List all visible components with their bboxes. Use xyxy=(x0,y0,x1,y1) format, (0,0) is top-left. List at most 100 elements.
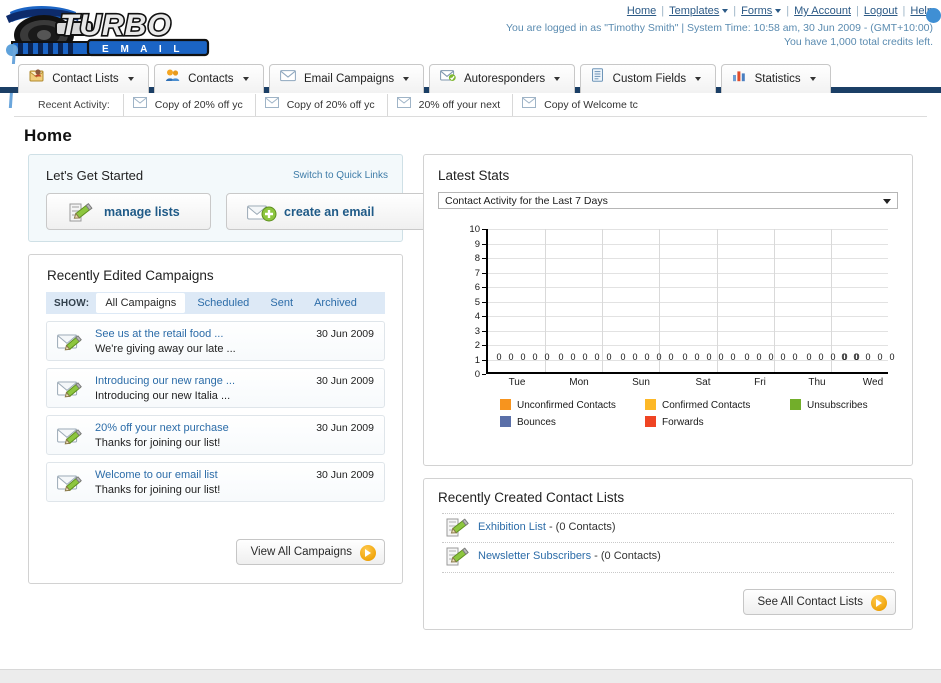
gridline-h xyxy=(488,258,888,259)
show-label: SHOW: xyxy=(54,298,90,309)
link-separator: | xyxy=(661,5,665,17)
campaign-title[interactable]: Introducing our new range ... xyxy=(95,375,236,387)
gridline-v xyxy=(659,229,661,372)
main-navigation: Contact Lists Contacts xyxy=(0,64,941,93)
y-tick-label: 0 xyxy=(474,369,480,380)
campaign-row[interactable]: See us at the retail food ... We're givi… xyxy=(46,321,385,361)
y-tick-mark xyxy=(482,258,486,259)
legend-swatch xyxy=(645,416,656,427)
gridline-h xyxy=(488,287,888,288)
stats-range-select[interactable]: Contact Activity for the Last 7 Days xyxy=(438,192,898,209)
envelope-icon xyxy=(279,65,296,93)
header-link-home[interactable]: Home xyxy=(626,5,657,17)
contact-list-row[interactable]: Exhibition List - (0 Contacts) xyxy=(442,513,894,543)
bar-value: 0 xyxy=(668,352,674,362)
recent-activity-item-label: 20% off your next xyxy=(418,98,501,111)
header-link-templates[interactable]: Templates xyxy=(669,5,720,17)
chevron-down-icon xyxy=(242,77,249,81)
y-tick-mark xyxy=(482,272,486,274)
header-link-logout[interactable]: Logout xyxy=(863,5,898,17)
campaign-row[interactable]: Welcome to our email list Thanks for joi… xyxy=(46,462,385,502)
y-tick-mark xyxy=(482,229,486,230)
header-link-forms[interactable]: Forms xyxy=(741,5,773,17)
switch-to-quick-links[interactable]: Switch to Quick Links xyxy=(292,170,388,181)
create-email-label: create an email xyxy=(284,205,375,219)
recent-activity-bar: Recent Activity: Copy of 20% off yc Copy… xyxy=(14,93,927,117)
nav-tab-email-campaigns[interactable]: Email Campaigns xyxy=(268,64,425,93)
manage-lists-label: manage lists xyxy=(104,205,180,219)
chevron-down-icon xyxy=(127,77,134,81)
y-tick-mark xyxy=(482,316,486,317)
x-tick-label: Sun xyxy=(632,377,650,388)
recent-activity-item[interactable]: Copy of 20% off yc xyxy=(122,93,252,117)
recent-activity-item-label: Copy of 20% off yc xyxy=(286,98,375,111)
chevron-down-icon xyxy=(695,77,702,81)
link-separator: | xyxy=(856,5,859,17)
y-tick-label: 5 xyxy=(474,296,480,308)
chevron-down-icon xyxy=(722,9,729,14)
filter-all-campaigns[interactable]: All Campaigns xyxy=(96,293,186,313)
nav-tab-custom-fields[interactable]: Custom Fields xyxy=(580,64,717,93)
legend-item-confirmed-contacts: Confirmed Contacts xyxy=(645,399,790,411)
nav-tab-statistics[interactable]: Statistics xyxy=(721,64,831,93)
recent-activity-item[interactable]: Copy of 20% off yc xyxy=(254,93,384,117)
create-email-button[interactable]: create an email xyxy=(226,193,427,230)
bar-value: 0 xyxy=(706,352,712,362)
manage-lists-button[interactable]: manage lists xyxy=(46,193,211,230)
campaign-title[interactable]: See us at the retail food ... xyxy=(95,328,224,340)
bar-value: 0 xyxy=(632,352,638,362)
email-edit-icon xyxy=(57,425,85,450)
legend-item-bounces: Bounces xyxy=(500,416,645,428)
help-dot-icon[interactable] xyxy=(926,8,941,23)
contact-list-link[interactable]: Newsletter Subscribers xyxy=(478,550,592,562)
recent-activity-item[interactable]: Copy of Welcome tc xyxy=(512,93,647,117)
campaign-filter-bar: SHOW: All Campaigns Scheduled Sent Archi… xyxy=(46,292,385,314)
campaign-row[interactable]: Introducing our new range ... Introducin… xyxy=(46,368,385,408)
campaign-title[interactable]: 20% off your next purchase xyxy=(95,422,229,434)
y-tick-label: 2 xyxy=(474,340,480,351)
contact-list-link[interactable]: Exhibition List xyxy=(478,521,546,533)
bar-value: 0 xyxy=(756,352,762,362)
nav-tab-contact-lists[interactable]: Contact Lists xyxy=(18,64,149,93)
legend-item-unconfirmed-contacts: Unconfirmed Contacts xyxy=(500,399,645,411)
gridline-h xyxy=(488,330,888,332)
campaign-subtitle: Thanks for joining our list! xyxy=(95,484,221,496)
arrow-right-icon xyxy=(360,545,376,561)
bar-value: 0 xyxy=(532,352,538,362)
campaign-row[interactable]: 20% off your next purchase Thanks for jo… xyxy=(46,415,385,455)
legend-label: Confirmed Contacts xyxy=(662,400,751,411)
link-separator: | xyxy=(786,5,790,17)
nav-tab-label: Custom Fields xyxy=(612,73,687,86)
campaign-title[interactable]: Welcome to our email list xyxy=(95,469,218,481)
bar-value: 0 xyxy=(842,352,848,362)
latest-stats-panel: Latest Stats Contact Activity for the La… xyxy=(423,154,913,466)
arrow-right-icon xyxy=(871,595,887,611)
view-all-campaigns-label: View All Campaigns xyxy=(250,546,352,558)
see-all-contact-lists-button[interactable]: See All Contact Lists xyxy=(742,589,896,615)
header-status-text: You are logged in as "Timothy Smith" | S… xyxy=(506,21,933,49)
campaign-date: 30 Jun 2009 xyxy=(316,469,374,481)
bar-value: 0 xyxy=(544,352,550,362)
header-link-my-account[interactable]: My Account xyxy=(794,5,851,17)
nav-tab-contacts[interactable]: Contacts xyxy=(153,64,264,93)
contact-list-row[interactable]: Newsletter Subscribers - (0 Contacts) xyxy=(442,543,894,573)
bar-value: 0 xyxy=(780,352,786,362)
gridline-h xyxy=(488,229,888,230)
contact-list-text: Newsletter Subscribers - (0 Contacts) xyxy=(478,550,661,562)
x-tick-label: Sat xyxy=(695,377,711,388)
nav-tab-autoresponders[interactable]: Autoresponders xyxy=(429,64,576,93)
view-all-campaigns-button[interactable]: View All Campaigns xyxy=(235,539,385,565)
legend-swatch xyxy=(500,416,511,427)
recent-activity-item[interactable]: 20% off your next xyxy=(386,93,509,117)
filter-scheduled[interactable]: Scheduled xyxy=(197,297,250,309)
filter-archived[interactable]: Archived xyxy=(314,297,357,309)
filter-sent[interactable]: Sent xyxy=(270,297,294,309)
right-column: Latest Stats Contact Activity for the La… xyxy=(423,154,913,630)
gridline-v xyxy=(716,229,718,372)
email-edit-icon xyxy=(57,472,85,497)
y-tick-label: 1 xyxy=(474,354,480,366)
bar-value: 0 xyxy=(718,352,724,362)
email-edit-icon xyxy=(57,378,85,403)
